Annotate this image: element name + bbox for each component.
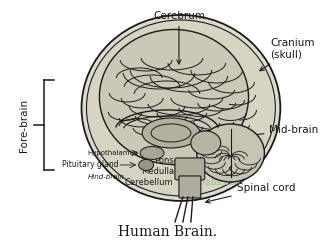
Ellipse shape xyxy=(191,131,221,155)
Text: CBSElabs.com: CBSElabs.com xyxy=(180,178,244,187)
Ellipse shape xyxy=(99,29,249,164)
Text: Fore-brain: Fore-brain xyxy=(19,98,29,152)
Ellipse shape xyxy=(139,160,154,170)
Text: Cranium
(skull): Cranium (skull) xyxy=(260,38,315,71)
Ellipse shape xyxy=(197,124,264,182)
Text: Cerebrum: Cerebrum xyxy=(153,11,205,64)
Text: Cerebellum: Cerebellum xyxy=(124,170,213,187)
Text: Pons: Pons xyxy=(154,156,174,166)
Text: Spinal cord: Spinal cord xyxy=(206,183,295,203)
Ellipse shape xyxy=(142,118,200,148)
Text: Pituitary gland: Pituitary gland xyxy=(62,161,118,169)
Text: Hypothalamus: Hypothalamus xyxy=(87,150,138,156)
Ellipse shape xyxy=(140,147,164,160)
Text: Human Brain.: Human Brain. xyxy=(118,225,216,239)
Text: Hind-brain: Hind-brain xyxy=(87,174,124,180)
Text: Medulla: Medulla xyxy=(141,167,174,176)
Ellipse shape xyxy=(86,20,275,196)
FancyBboxPatch shape xyxy=(179,176,201,198)
FancyBboxPatch shape xyxy=(175,158,205,180)
Text: Mid-brain: Mid-brain xyxy=(250,125,319,137)
Ellipse shape xyxy=(82,15,280,201)
